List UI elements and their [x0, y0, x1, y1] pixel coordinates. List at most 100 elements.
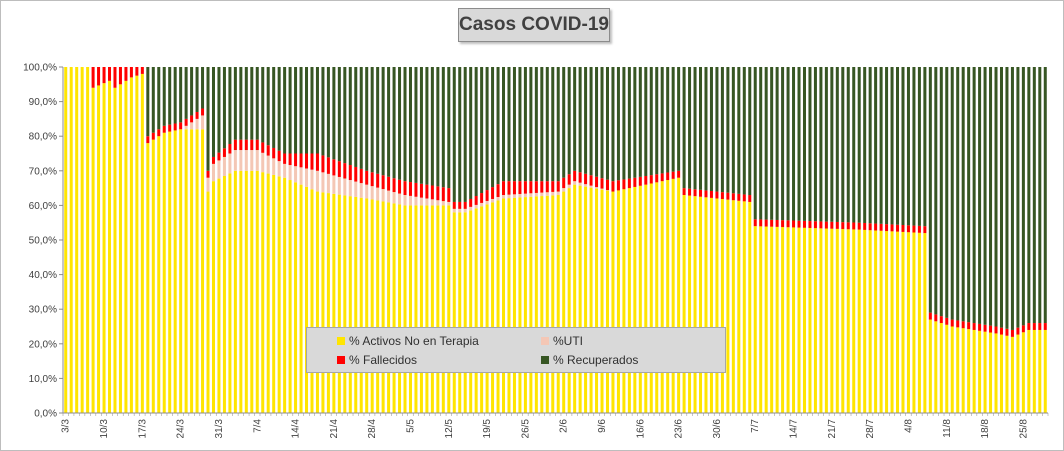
bar-72-series-1	[458, 208, 462, 213]
bar-84-series-0	[523, 197, 527, 413]
bar-17-series-3	[157, 67, 161, 130]
bar-92-series-3	[567, 67, 571, 175]
bar-89-series-2	[551, 181, 555, 192]
bar-25-series-1	[201, 115, 205, 130]
x-tick-label: 11/8	[942, 419, 953, 438]
bar-40-series-0	[283, 177, 287, 413]
bar-86-series-0	[534, 196, 538, 413]
bar-47-series-3	[321, 67, 325, 156]
bar-83-series-0	[518, 197, 522, 413]
bar-156-series-3	[917, 67, 921, 226]
bar-25-series-0	[201, 129, 205, 413]
bar-41-series-2	[288, 153, 292, 166]
bar-75-series-3	[474, 67, 478, 197]
bar-1-series-0	[69, 67, 73, 413]
bar-47-series-2	[321, 155, 325, 173]
bar-159-series-2	[934, 314, 938, 322]
legend-label-uti: %UTI	[553, 334, 583, 348]
bar-41-series-0	[288, 180, 292, 413]
bar-82-series-2	[512, 181, 516, 195]
x-tick-label: 14/7	[789, 419, 800, 439]
bar-179-series-2	[1043, 323, 1047, 330]
bar-98-series-0	[600, 189, 604, 413]
bar-16-series-3	[151, 67, 155, 133]
bar-178-series-2	[1038, 323, 1042, 330]
bar-53-series-3	[354, 67, 358, 167]
bar-97-series-2	[595, 176, 599, 188]
bar-48-series-2	[326, 157, 330, 174]
bar-129-series-2	[770, 219, 774, 227]
bar-172-series-0	[1005, 335, 1009, 413]
bar-78-series-1	[491, 198, 495, 203]
bar-119-series-2	[715, 191, 719, 199]
bar-26-series-3	[206, 67, 210, 171]
bar-157-series-2	[923, 226, 927, 234]
bar-67-series-3	[430, 67, 434, 186]
bar-85-series-3	[529, 67, 533, 182]
bar-109-series-2	[660, 173, 664, 182]
bar-101-series-3	[616, 67, 620, 181]
bar-136-series-3	[808, 67, 812, 222]
bar-45-series-1	[310, 169, 314, 190]
bar-31-series-0	[233, 170, 237, 413]
bar-167-series-3	[978, 67, 982, 324]
bar-135-series-3	[802, 67, 806, 221]
bar-42-series-3	[294, 67, 298, 154]
bar-25-series-3	[201, 67, 205, 109]
bar-131-series-3	[781, 67, 785, 221]
x-tick-label: 7/7	[750, 419, 761, 433]
bar-133-series-2	[792, 220, 796, 228]
bar-121-series-0	[726, 199, 730, 413]
bar-150-series-3	[885, 67, 889, 225]
bar-177-series-2	[1032, 323, 1036, 330]
bar-44-series-3	[305, 67, 309, 154]
bar-63-series-2	[408, 182, 412, 196]
y-tick-label: 100,0%	[23, 63, 57, 74]
bar-61-series-2	[398, 179, 402, 194]
bar-65-series-1	[419, 197, 423, 206]
bar-26-series-2	[206, 170, 210, 178]
bar-138-series-0	[819, 228, 823, 413]
bar-132-series-3	[786, 67, 790, 221]
bar-84-series-2	[523, 181, 527, 194]
bar-35-series-2	[255, 139, 259, 151]
bar-74-series-0	[469, 210, 473, 413]
bar-27-series-3	[211, 67, 215, 157]
bar-75-series-0	[474, 208, 478, 413]
bar-19-series-3	[168, 67, 172, 125]
bar-149-series-0	[879, 230, 883, 413]
bar-106-series-3	[644, 67, 648, 176]
bar-147-series-2	[868, 223, 872, 231]
bar-119-series-3	[715, 67, 719, 192]
bar-106-series-0	[644, 184, 648, 413]
bar-41-series-1	[288, 165, 292, 181]
bar-32-series-0	[239, 170, 243, 413]
bar-58-series-1	[381, 189, 385, 202]
bar-161-series-0	[945, 324, 949, 413]
bar-50-series-2	[337, 161, 341, 177]
bar-111-series-3	[671, 67, 675, 172]
bar-25-series-2	[201, 108, 205, 116]
bar-163-series-2	[956, 320, 960, 328]
bar-118-series-3	[709, 67, 713, 191]
bar-97-series-3	[595, 67, 599, 177]
bar-40-series-2	[283, 153, 287, 164]
bar-164-series-3	[961, 67, 965, 322]
bar-159-series-0	[934, 321, 938, 413]
bar-81-series-3	[507, 67, 511, 182]
bar-50-series-0	[337, 194, 341, 413]
bar-10-series-2	[118, 67, 122, 85]
bar-145-series-2	[857, 222, 861, 230]
bar-135-series-2	[802, 220, 806, 228]
bar-61-series-3	[398, 67, 402, 180]
bar-91-series-1	[562, 188, 566, 192]
bar-13-series-0	[135, 75, 139, 414]
bar-82-series-0	[512, 197, 516, 413]
bar-12-series-2	[129, 67, 133, 78]
bar-129-series-3	[770, 67, 774, 220]
bar-89-series-3	[551, 67, 555, 182]
bar-153-series-2	[901, 225, 905, 232]
bar-103-series-0	[627, 188, 631, 413]
bar-5-series-2	[91, 67, 95, 88]
bar-179-series-3	[1043, 67, 1047, 324]
